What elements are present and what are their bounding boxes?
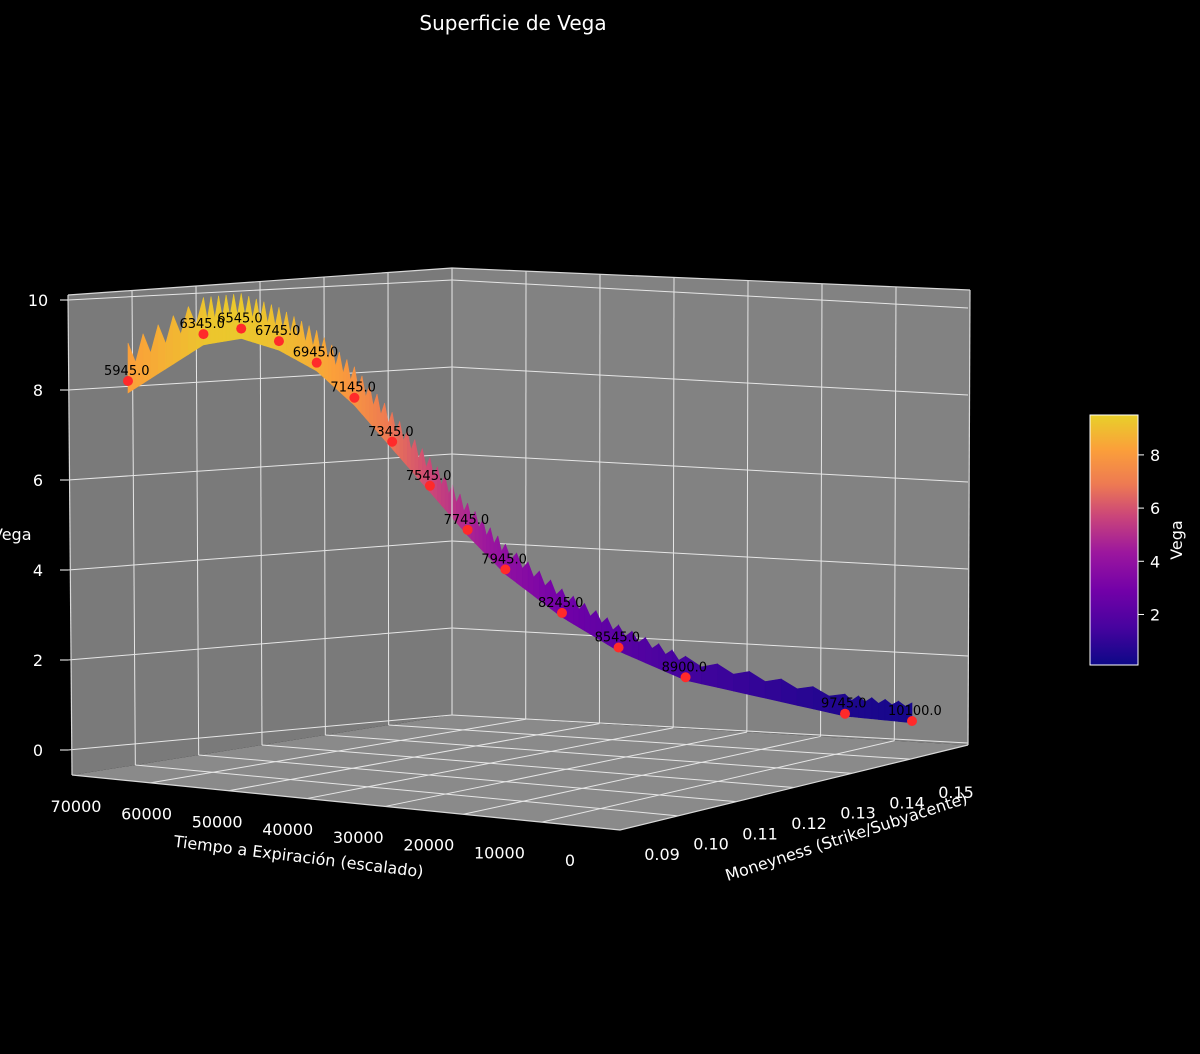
floor-gridline-x [385, 731, 747, 807]
z-gridline-right [451, 540, 969, 570]
floor-gridline-x [228, 723, 600, 792]
z-tick-label: 4 [33, 561, 43, 580]
y-tick-label: 50000 [192, 812, 243, 831]
point-label: 8900.0 [662, 660, 708, 675]
floor-gridline-x [541, 740, 895, 823]
y-gridline-back [259, 281, 263, 746]
highlighted-point [500, 564, 511, 575]
y-gridline-back [195, 285, 200, 756]
colorbar-label: Vega [1167, 520, 1186, 560]
x-tick-label: 0.14 [889, 793, 925, 812]
floor-pane [72, 715, 968, 830]
surface-strip [764, 678, 782, 703]
chart-title: Superficie de Vega [419, 11, 606, 35]
point-label: 7545.0 [406, 469, 452, 484]
x-gridline-back [746, 280, 749, 733]
colorbar-gradient [1089, 414, 1139, 666]
point-label: 6345.0 [179, 317, 225, 332]
floor-gridline-x [306, 727, 674, 800]
highlighted-point [123, 376, 133, 386]
z-gridline-right [451, 627, 969, 657]
highlighted-point [311, 357, 322, 368]
vega-surface [127, 293, 913, 724]
highlighted-point [907, 716, 917, 726]
x-tick-label: 0.11 [742, 824, 778, 843]
y-tick-label: 40000 [262, 820, 313, 839]
highlighted-point [236, 323, 247, 334]
point-label: 5945.0 [104, 364, 150, 379]
surface-strip [878, 698, 886, 721]
floor-gridline-y [198, 754, 737, 803]
point-label: 9745.0 [821, 697, 867, 712]
floor-gridline-y [388, 724, 911, 760]
y-gridline-back [387, 272, 390, 726]
z-tick-label: 10 [28, 291, 48, 310]
x-tick-label: 0.13 [840, 804, 876, 823]
point-label: 8545.0 [595, 630, 641, 645]
highlighted-point [273, 336, 284, 347]
colorbar-tick-label: 8 [1150, 446, 1160, 465]
floor-gridline-x [150, 718, 526, 784]
z-gridline-left [67, 627, 453, 661]
floor-gridline-y [135, 764, 679, 817]
highlighted-point [462, 524, 473, 535]
point-label: 7345.0 [368, 425, 414, 440]
x-tick-label: 0.15 [938, 783, 974, 802]
y-tick-label: 0 [565, 851, 575, 870]
z-gridline-right [451, 453, 969, 483]
colorbar-tick-label: 4 [1150, 552, 1160, 571]
highlighted-point [349, 392, 360, 403]
point-label: 7745.0 [444, 513, 490, 528]
axis-ticks: 0 2 4 6 8 10 70000 60000 50000 40000 30000 20000 100… [28, 291, 974, 870]
floor-gridline-y [261, 744, 795, 788]
y-tick-label: 60000 [121, 805, 172, 824]
pane-edges [67, 267, 971, 831]
y-tick-label: 20000 [403, 836, 454, 855]
z-tick-label: 2 [33, 651, 43, 670]
x-gridline-back [893, 286, 897, 741]
highlighted-point [424, 480, 435, 491]
x-gridline-back [820, 283, 823, 737]
z-gridline-right [451, 714, 969, 744]
floor-gridline-x [463, 735, 821, 815]
highlighted-point [387, 436, 398, 447]
x-gridline-back [598, 274, 601, 724]
point-label: 10100.0 [888, 704, 942, 719]
point-label: 7145.0 [330, 381, 376, 396]
z-tick-label: 8 [33, 381, 43, 400]
surface-strip [733, 671, 750, 695]
highlighted-point [680, 672, 691, 683]
colorbar-tick-label: 2 [1150, 605, 1160, 624]
highlighted-point [198, 329, 209, 340]
highlighted-point [840, 708, 851, 719]
y-tick-label: 70000 [51, 797, 102, 816]
point-label: 6945.0 [293, 346, 339, 361]
z-axis-label: Vega [0, 525, 32, 544]
x-tick-label: 0.12 [791, 814, 827, 833]
z-gridline-right [451, 279, 969, 309]
surface-strip [651, 643, 660, 670]
floor-gridline-y [325, 734, 853, 774]
point-label: 6545.0 [217, 312, 263, 327]
surface-strip [796, 686, 814, 710]
x-tick-label: 0.10 [693, 835, 729, 854]
point-label: 7945.0 [481, 552, 527, 567]
x-tick-label: 0.09 [644, 845, 680, 864]
z-gridline-right [451, 366, 969, 396]
y-tick-label: 10000 [474, 843, 525, 862]
z-tick-label: 6 [33, 471, 43, 490]
colorbar: 2 4 6 8 Vega [1089, 414, 1186, 666]
highlighted-point [556, 607, 567, 618]
y-tick-label: 30000 [333, 828, 384, 847]
z-gridline-left [67, 714, 453, 751]
colorbar-tick-label: 6 [1150, 499, 1160, 518]
z-tick-label: 0 [33, 741, 43, 760]
point-label: 6745.0 [255, 324, 301, 339]
point-label: 8245.0 [538, 596, 584, 611]
highlighted-point [613, 642, 624, 653]
